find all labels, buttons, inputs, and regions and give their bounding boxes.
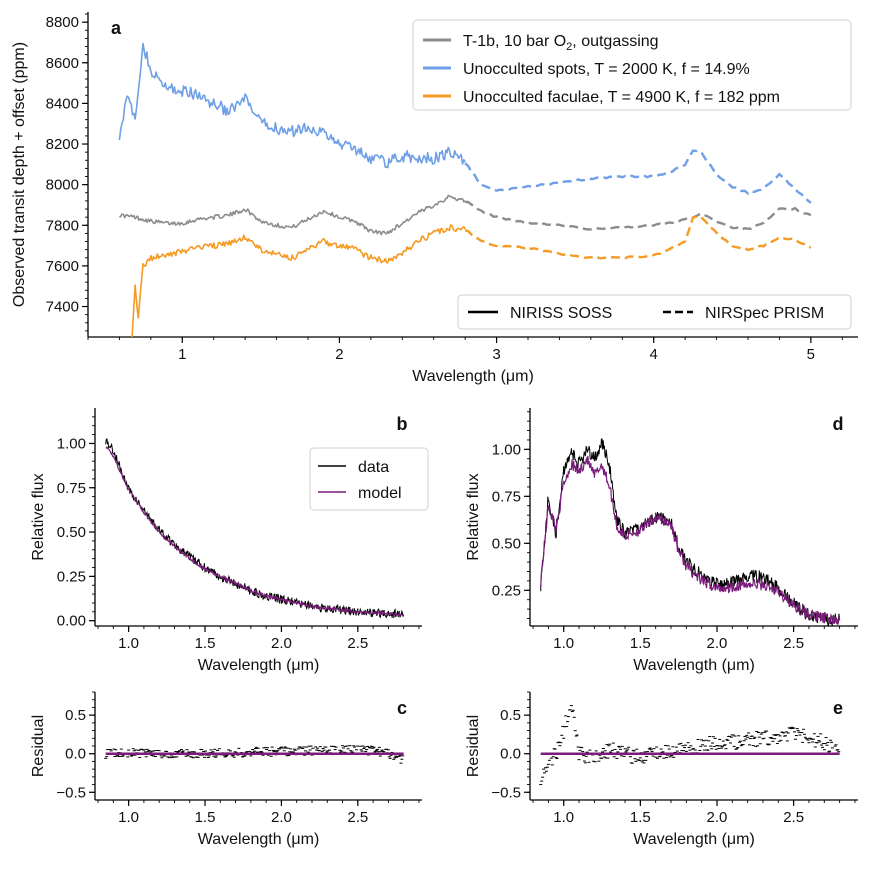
y-axis-label: Residual (465, 715, 482, 777)
x-tick-label: 1.0 (553, 809, 574, 826)
x-tick-label: 5 (807, 346, 815, 363)
y-tick-label: 0.00 (57, 613, 86, 630)
y-tick-label: 1.00 (57, 435, 86, 452)
panel-a: 1 2 3 4 5 7400 7600 7800 8000 8200 8400 8600 8800 Wav… (11, 12, 858, 385)
y-tick-label: 0.5 (500, 707, 521, 724)
y-axis-label: Relative flux (465, 473, 482, 560)
x-tick-label: 2.5 (347, 809, 368, 826)
panel-label: d (833, 414, 844, 434)
series-line-prism (464, 215, 812, 260)
panel-label: b (397, 414, 408, 434)
x-tick-label: 2.5 (783, 635, 804, 652)
y-tick-label: 8400 (46, 95, 79, 112)
legend-top-right: T-1b, 10 bar O2, outgassing Unocculted sp… (412, 19, 852, 111)
x-axis-label: Wavelength (μm) (633, 657, 755, 674)
y-tick-label: 0.75 (492, 488, 521, 505)
plot-area-d (540, 438, 841, 626)
plot-area-e (539, 705, 841, 786)
series-line-prism (464, 149, 812, 204)
panel-label: a (111, 18, 122, 38)
y-tick-label: 0.25 (57, 568, 86, 585)
y-tick-label: 7800 (46, 217, 79, 234)
x-tick-label: 4 (650, 346, 658, 363)
y-axis-label: Residual (30, 715, 47, 777)
x-tick-label: 2.0 (707, 635, 728, 652)
legend-box (309, 447, 429, 511)
panel-e: 1.0 1.5 2.0 2.5 −0.5 0.0 0.5 Wavelength (μm) Res… (465, 691, 858, 848)
legend-upper-right: data model (309, 447, 429, 511)
legend-bottom-right: NIRISS SOSS NIRSpec PRISM (457, 294, 852, 330)
legend-label: T-1b, 10 bar O2, outgassing (463, 33, 659, 53)
panel-label: c (397, 698, 407, 718)
x-tick-label: 2.0 (271, 635, 292, 652)
y-tick-label: 0.50 (492, 535, 521, 552)
y-tick-label: 8600 (46, 55, 79, 72)
x-tick-label: 2.0 (707, 809, 728, 826)
x-tick-label: 1.0 (553, 635, 574, 652)
y-tick-label: 8200 (46, 136, 79, 153)
y-tick-label: 7400 (46, 299, 79, 316)
legend-label: Unocculted spots, T = 2000 K, f = 14.9% (463, 61, 750, 78)
y-tick-label: 0.50 (57, 524, 86, 541)
data-line (105, 438, 405, 619)
y-axis-label: Relative flux (30, 473, 47, 560)
x-tick-label: 1.5 (630, 635, 651, 652)
y-tick-label: 0.0 (500, 746, 521, 763)
data-line (540, 438, 841, 626)
y-tick-label: 0.5 (65, 707, 86, 724)
style-legend-label: NIRSpec PRISM (705, 305, 824, 322)
panel-d: 1.0 1.5 2.0 2.5 0.25 0.50 0.75 1.00 Wavelength (… (465, 408, 858, 674)
x-axis-label: Wavelength (μm) (412, 368, 534, 385)
y-tick-label: 8000 (46, 177, 79, 194)
plot-area-c (104, 745, 405, 764)
x-axis-label: Wavelength (μm) (633, 831, 755, 848)
x-tick-label: 1 (178, 346, 186, 363)
x-tick-label: 1.5 (630, 809, 651, 826)
y-tick-label: 0.25 (492, 582, 521, 599)
panel-b: 1.0 1.5 2.0 2.5 0.00 0.25 0.50 0.75 1.00 Waveleng… (30, 408, 429, 674)
y-tick-label: 0.75 (57, 480, 86, 497)
legend-label: model (358, 485, 402, 502)
x-axis-label: Wavelength (μm) (198, 831, 320, 848)
y-tick-label: −0.5 (56, 784, 86, 801)
x-tick-label: 2 (335, 346, 343, 363)
y-tick-label: 7600 (46, 258, 79, 275)
x-axis-label: Wavelength (μm) (198, 657, 320, 674)
y-axis-label: Observed transit depth + offset (ppm) (11, 42, 28, 307)
model-line (540, 455, 841, 626)
legend-label: data (358, 459, 389, 476)
series-line-prism (464, 200, 812, 231)
x-tick-label: 1.5 (195, 635, 216, 652)
legend-box (412, 19, 852, 111)
x-tick-label: 2.5 (347, 635, 368, 652)
plot-area-a (118, 42, 812, 337)
y-tick-label: −0.5 (491, 784, 521, 801)
plot-area-b (105, 438, 405, 619)
style-legend-box (457, 294, 852, 330)
series-line-soss (118, 194, 466, 236)
y-tick-label: 0.0 (65, 746, 86, 763)
panel-label: e (833, 698, 843, 718)
panel-c: 1.0 1.5 2.0 2.5 −0.5 0.0 0.5 Wavelength (μm) Res… (30, 691, 422, 848)
legend-label: Unocculted faculae, T = 4900 K, f = 182 … (463, 89, 780, 106)
x-tick-label: 1.0 (118, 809, 139, 826)
x-tick-label: 2.5 (783, 809, 804, 826)
series-line-soss (131, 224, 466, 337)
series-line-soss (118, 42, 466, 169)
y-tick-label: 1.00 (492, 441, 521, 458)
x-tick-label: 2.0 (271, 809, 292, 826)
x-tick-label: 1.0 (118, 635, 139, 652)
x-tick-label: 3 (492, 346, 500, 363)
y-tick-label: 8800 (46, 14, 79, 31)
model-line (105, 445, 405, 617)
style-legend-label: NIRISS SOSS (510, 305, 612, 322)
x-tick-label: 1.5 (195, 809, 216, 826)
